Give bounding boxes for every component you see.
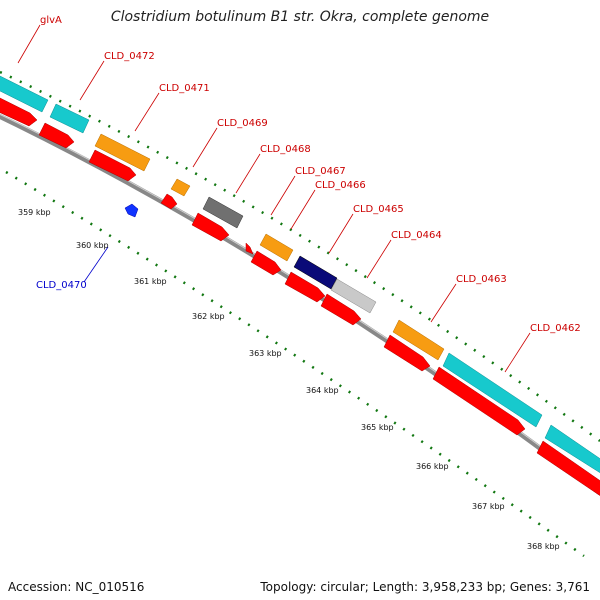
leader-CLD_0468 <box>235 153 261 194</box>
tick-label: 366 kbp <box>416 462 449 471</box>
forward-cds-arrow[interactable] <box>38 122 75 149</box>
leader-CLD_0462 <box>504 332 531 373</box>
forward-cds-arrow[interactable] <box>284 271 326 303</box>
cds-orange-CLD_0469[interactable] <box>170 178 191 197</box>
leader-CLD_0464 <box>366 239 392 279</box>
cds-orange-CLD_0463[interactable] <box>392 319 445 361</box>
cds-cyan-glvA[interactable] <box>0 75 49 113</box>
leader-CLD_0469 <box>192 127 218 168</box>
map-title: Clostridium botulinum B1 str. Okra, comp… <box>110 9 490 25</box>
tick-label: 361 kbp <box>134 277 167 286</box>
cds-darkgray-CLD_0468[interactable] <box>202 196 244 229</box>
gene-label-CLD_0471[interactable]: CLD_0471 <box>159 83 210 94</box>
leader-CLD_0470 <box>83 246 109 283</box>
cds-cyan-CLD_0472[interactable] <box>49 103 90 134</box>
feature-track <box>0 75 600 474</box>
gene-label-CLD_0472[interactable]: CLD_0472 <box>104 51 155 62</box>
cds-navy-CLD_0465[interactable] <box>293 255 338 290</box>
gene-label-CLD_0469[interactable]: CLD_0469 <box>217 118 268 129</box>
tick-label: 363 kbp <box>249 349 282 358</box>
tick-label: 368 kbp <box>527 542 560 551</box>
gene-label-CLD_0467[interactable]: CLD_0467 <box>295 166 346 177</box>
forward-cds-arrow[interactable] <box>320 293 362 326</box>
forward-cds-arrow[interactable] <box>245 242 254 255</box>
gene-label-CLD_0465[interactable]: CLD_0465 <box>353 204 404 215</box>
reverse-cds-arrow-CLD_0470[interactable] <box>124 203 139 218</box>
genome-summary-text: Topology: circular; Length: 3,958,233 bp… <box>260 580 590 594</box>
forward-cds-arrow[interactable] <box>383 334 431 372</box>
forward-cds-arrow[interactable] <box>191 212 230 242</box>
leader-CLD_0465 <box>328 213 354 254</box>
forward-cds-arrow[interactable] <box>160 193 178 210</box>
tick-labels: 359 kbp 360 kbp 361 kbp 362 kbp 363 kbp … <box>18 208 560 551</box>
cds-lightgray-CLD_0464[interactable] <box>330 278 377 314</box>
cds-orange-CLD_0466[interactable] <box>259 233 294 262</box>
leader-glvA <box>17 24 41 64</box>
leader-CLD_0463 <box>430 283 457 323</box>
gene-label-CLD_0464[interactable]: CLD_0464 <box>391 230 442 241</box>
gene-labels: glvA CLD_0472 CLD_0471 CLD_0469 CLD_0468… <box>36 15 581 334</box>
tick-label: 367 kbp <box>472 502 505 511</box>
cds-cyan-CLD_0462[interactable] <box>442 352 543 428</box>
gc-dot-track-inner <box>5 170 585 558</box>
cds-orange-CLD_0471[interactable] <box>94 133 151 172</box>
tick-label: 365 kbp <box>361 423 394 432</box>
tick-label: 360 kbp <box>76 241 109 250</box>
label-leaders <box>17 24 531 373</box>
leader-CLD_0466 <box>290 189 316 230</box>
gene-label-CLD_0470[interactable]: CLD_0470 <box>36 280 87 291</box>
gene-label-CLD_0462[interactable]: CLD_0462 <box>530 323 581 334</box>
gene-label-CLD_0463[interactable]: CLD_0463 <box>456 274 507 285</box>
tick-label: 359 kbp <box>18 208 51 217</box>
gene-label-glvA[interactable]: glvA <box>40 15 62 26</box>
leader-CLD_0471 <box>134 92 160 132</box>
accession-text: Accession: NC_010516 <box>8 580 145 594</box>
gene-label-CLD_0466[interactable]: CLD_0466 <box>315 180 366 191</box>
forward-cds-arrow[interactable] <box>250 250 282 276</box>
leader-CLD_0467 <box>270 175 296 216</box>
forward-cds-arrow[interactable] <box>88 149 137 182</box>
tick-label: 362 kbp <box>192 312 225 321</box>
forward-cds-arrow[interactable] <box>0 96 38 127</box>
gene-label-CLD_0468[interactable]: CLD_0468 <box>260 144 311 155</box>
forward-cds-arrow[interactable] <box>432 366 526 436</box>
forward-cds-arrow[interactable] <box>536 440 600 497</box>
tick-label: 364 kbp <box>306 386 339 395</box>
leader-CLD_0472 <box>79 60 105 101</box>
forward-cds-track <box>0 96 600 497</box>
cds-cyan-tail[interactable] <box>544 424 600 474</box>
